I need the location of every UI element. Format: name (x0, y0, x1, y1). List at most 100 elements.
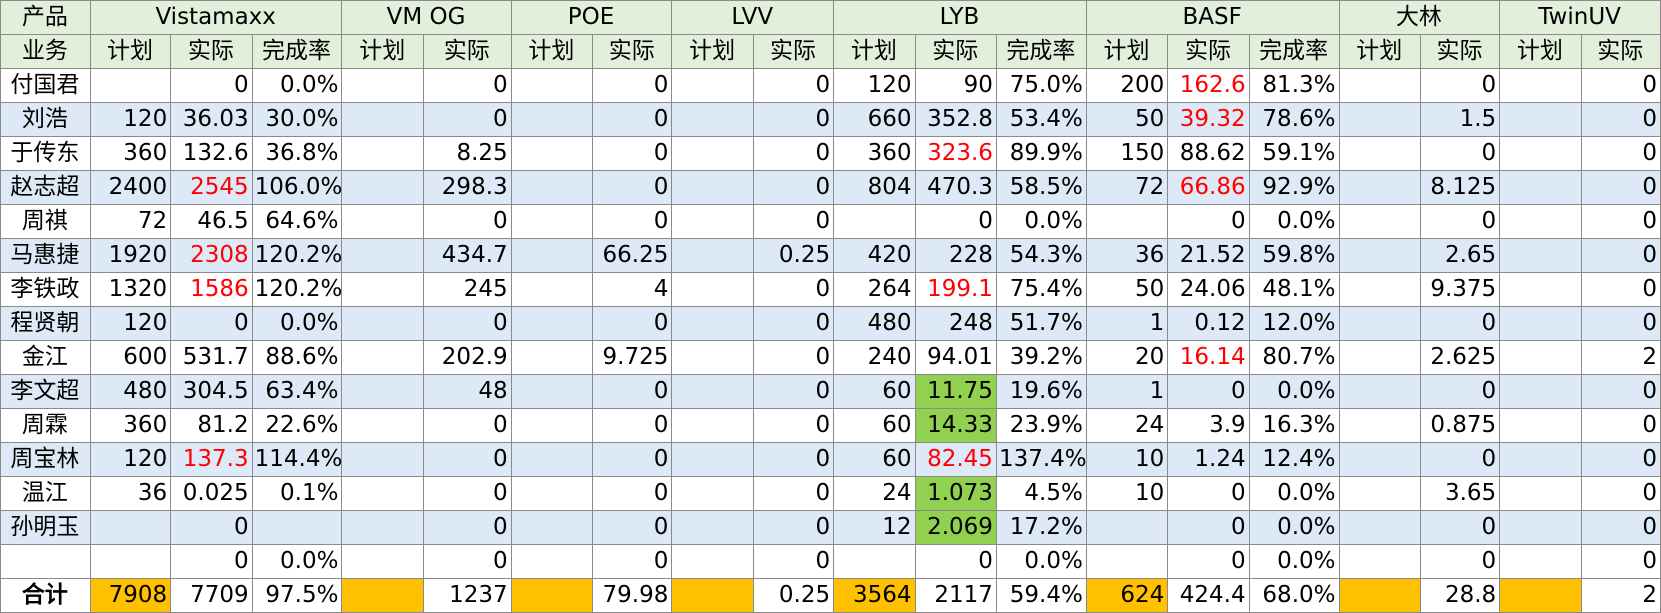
table-cell[interactable] (1338, 102, 1421, 137)
table-cell[interactable]: 12.0% (1248, 306, 1340, 341)
table-cell[interactable]: 1 (1085, 306, 1169, 341)
salesperson-name[interactable]: 孙明玉 (0, 510, 91, 545)
table-cell[interactable]: 39.2% (995, 340, 1087, 375)
table-cell[interactable] (1338, 442, 1421, 477)
table-cell[interactable]: 0 (592, 204, 673, 239)
table-cell[interactable]: 0.025 (170, 476, 253, 511)
table-cell[interactable]: 53.4% (995, 102, 1087, 137)
table-cell[interactable]: 64.6% (251, 204, 343, 239)
table-cell[interactable]: 120 (89, 102, 172, 137)
table-cell[interactable]: 0 (592, 544, 673, 579)
table-cell[interactable] (1338, 510, 1421, 545)
salesperson-name[interactable]: 赵志超 (0, 170, 91, 205)
table-cell[interactable]: 660 (833, 102, 916, 137)
table-cell[interactable]: 114.4% (251, 442, 343, 477)
table-cell[interactable]: 51.7% (995, 306, 1087, 341)
table-cell[interactable]: 0 (592, 306, 673, 341)
table-cell[interactable]: 14.33 (914, 408, 997, 443)
table-cell[interactable]: 3.9 (1167, 408, 1250, 443)
table-cell[interactable] (251, 510, 343, 545)
table-cell[interactable]: 245 (422, 272, 512, 307)
table-cell[interactable] (671, 340, 754, 375)
salesperson-name[interactable]: 马惠捷 (0, 238, 91, 273)
table-cell[interactable]: 248 (914, 306, 997, 341)
table-cell[interactable]: 0 (1580, 476, 1661, 511)
table-cell[interactable]: 304.5 (170, 374, 253, 409)
salesperson-name[interactable]: 付国君 (0, 68, 91, 103)
table-cell[interactable]: 2.65 (1419, 238, 1501, 273)
table-cell[interactable]: 0 (914, 544, 997, 579)
table-cell[interactable]: 30.0% (251, 102, 343, 137)
table-cell[interactable] (1085, 544, 1169, 579)
table-cell[interactable] (1338, 136, 1421, 171)
table-cell[interactable]: 0 (422, 544, 512, 579)
table-cell[interactable] (510, 408, 594, 443)
table-cell[interactable]: 434.7 (422, 238, 512, 273)
table-cell[interactable]: 0 (1419, 374, 1501, 409)
table-cell[interactable]: 0 (752, 340, 835, 375)
table-cell[interactable] (1499, 238, 1582, 273)
table-cell[interactable]: 531.7 (170, 340, 253, 375)
table-cell[interactable] (1085, 510, 1169, 545)
table-cell[interactable] (1338, 204, 1421, 239)
table-cell[interactable] (341, 136, 424, 171)
total-cell[interactable]: 424.4 (1167, 578, 1250, 613)
table-cell[interactable] (341, 340, 424, 375)
table-cell[interactable]: 120 (89, 442, 172, 477)
table-cell[interactable] (510, 510, 594, 545)
table-cell[interactable] (1499, 102, 1582, 137)
table-cell[interactable] (671, 476, 754, 511)
table-cell[interactable]: 0 (1167, 544, 1250, 579)
table-cell[interactable]: 0 (422, 442, 512, 477)
table-cell[interactable] (1085, 204, 1169, 239)
table-cell[interactable]: 94.01 (914, 340, 997, 375)
table-cell[interactable]: 0 (422, 476, 512, 511)
table-cell[interactable]: 66.86 (1167, 170, 1250, 205)
table-cell[interactable]: 0 (1580, 136, 1661, 171)
table-cell[interactable] (671, 442, 754, 477)
table-cell[interactable]: 0 (422, 102, 512, 137)
table-cell[interactable]: 16.3% (1248, 408, 1340, 443)
table-cell[interactable] (671, 374, 754, 409)
table-cell[interactable]: 66.25 (592, 238, 673, 273)
table-cell[interactable] (341, 408, 424, 443)
table-cell[interactable]: 470.3 (914, 170, 997, 205)
salesperson-name[interactable]: 金江 (0, 340, 91, 375)
table-cell[interactable] (341, 68, 424, 103)
table-cell[interactable] (1338, 374, 1421, 409)
table-cell[interactable]: 162.6 (1167, 68, 1250, 103)
salesperson-name[interactable]: 李文超 (0, 374, 91, 409)
table-cell[interactable]: 9.375 (1419, 272, 1501, 307)
table-cell[interactable] (341, 510, 424, 545)
total-cell[interactable]: 2117 (914, 578, 997, 613)
table-cell[interactable]: 0 (1580, 510, 1661, 545)
table-cell[interactable]: 0 (1167, 510, 1250, 545)
table-cell[interactable] (510, 136, 594, 171)
table-cell[interactable]: 0 (422, 204, 512, 239)
table-cell[interactable]: 804 (833, 170, 916, 205)
table-cell[interactable] (341, 102, 424, 137)
table-cell[interactable]: 0 (914, 204, 997, 239)
table-cell[interactable]: 36.03 (170, 102, 253, 137)
total-cell[interactable]: 3564 (833, 578, 916, 613)
table-cell[interactable] (341, 442, 424, 477)
table-cell[interactable]: 10 (1085, 476, 1169, 511)
total-cell[interactable] (1499, 578, 1582, 613)
table-cell[interactable]: 0 (1419, 68, 1501, 103)
table-cell[interactable]: 137.3 (170, 442, 253, 477)
table-cell[interactable]: 92.9% (1248, 170, 1340, 205)
total-cell[interactable]: 79.98 (592, 578, 673, 613)
table-cell[interactable] (510, 102, 594, 137)
table-cell[interactable] (341, 544, 424, 579)
total-cell[interactable]: 1237 (422, 578, 512, 613)
salesperson-name[interactable]: 于传东 (0, 136, 91, 171)
table-cell[interactable]: 0 (752, 68, 835, 103)
table-cell[interactable] (341, 170, 424, 205)
table-cell[interactable]: 2 (1580, 340, 1661, 375)
table-cell[interactable]: 72 (1085, 170, 1169, 205)
table-cell[interactable] (1338, 272, 1421, 307)
table-cell[interactable]: 120.2% (251, 238, 343, 273)
table-cell[interactable] (671, 102, 754, 137)
table-cell[interactable] (89, 68, 172, 103)
table-cell[interactable]: 0 (752, 476, 835, 511)
